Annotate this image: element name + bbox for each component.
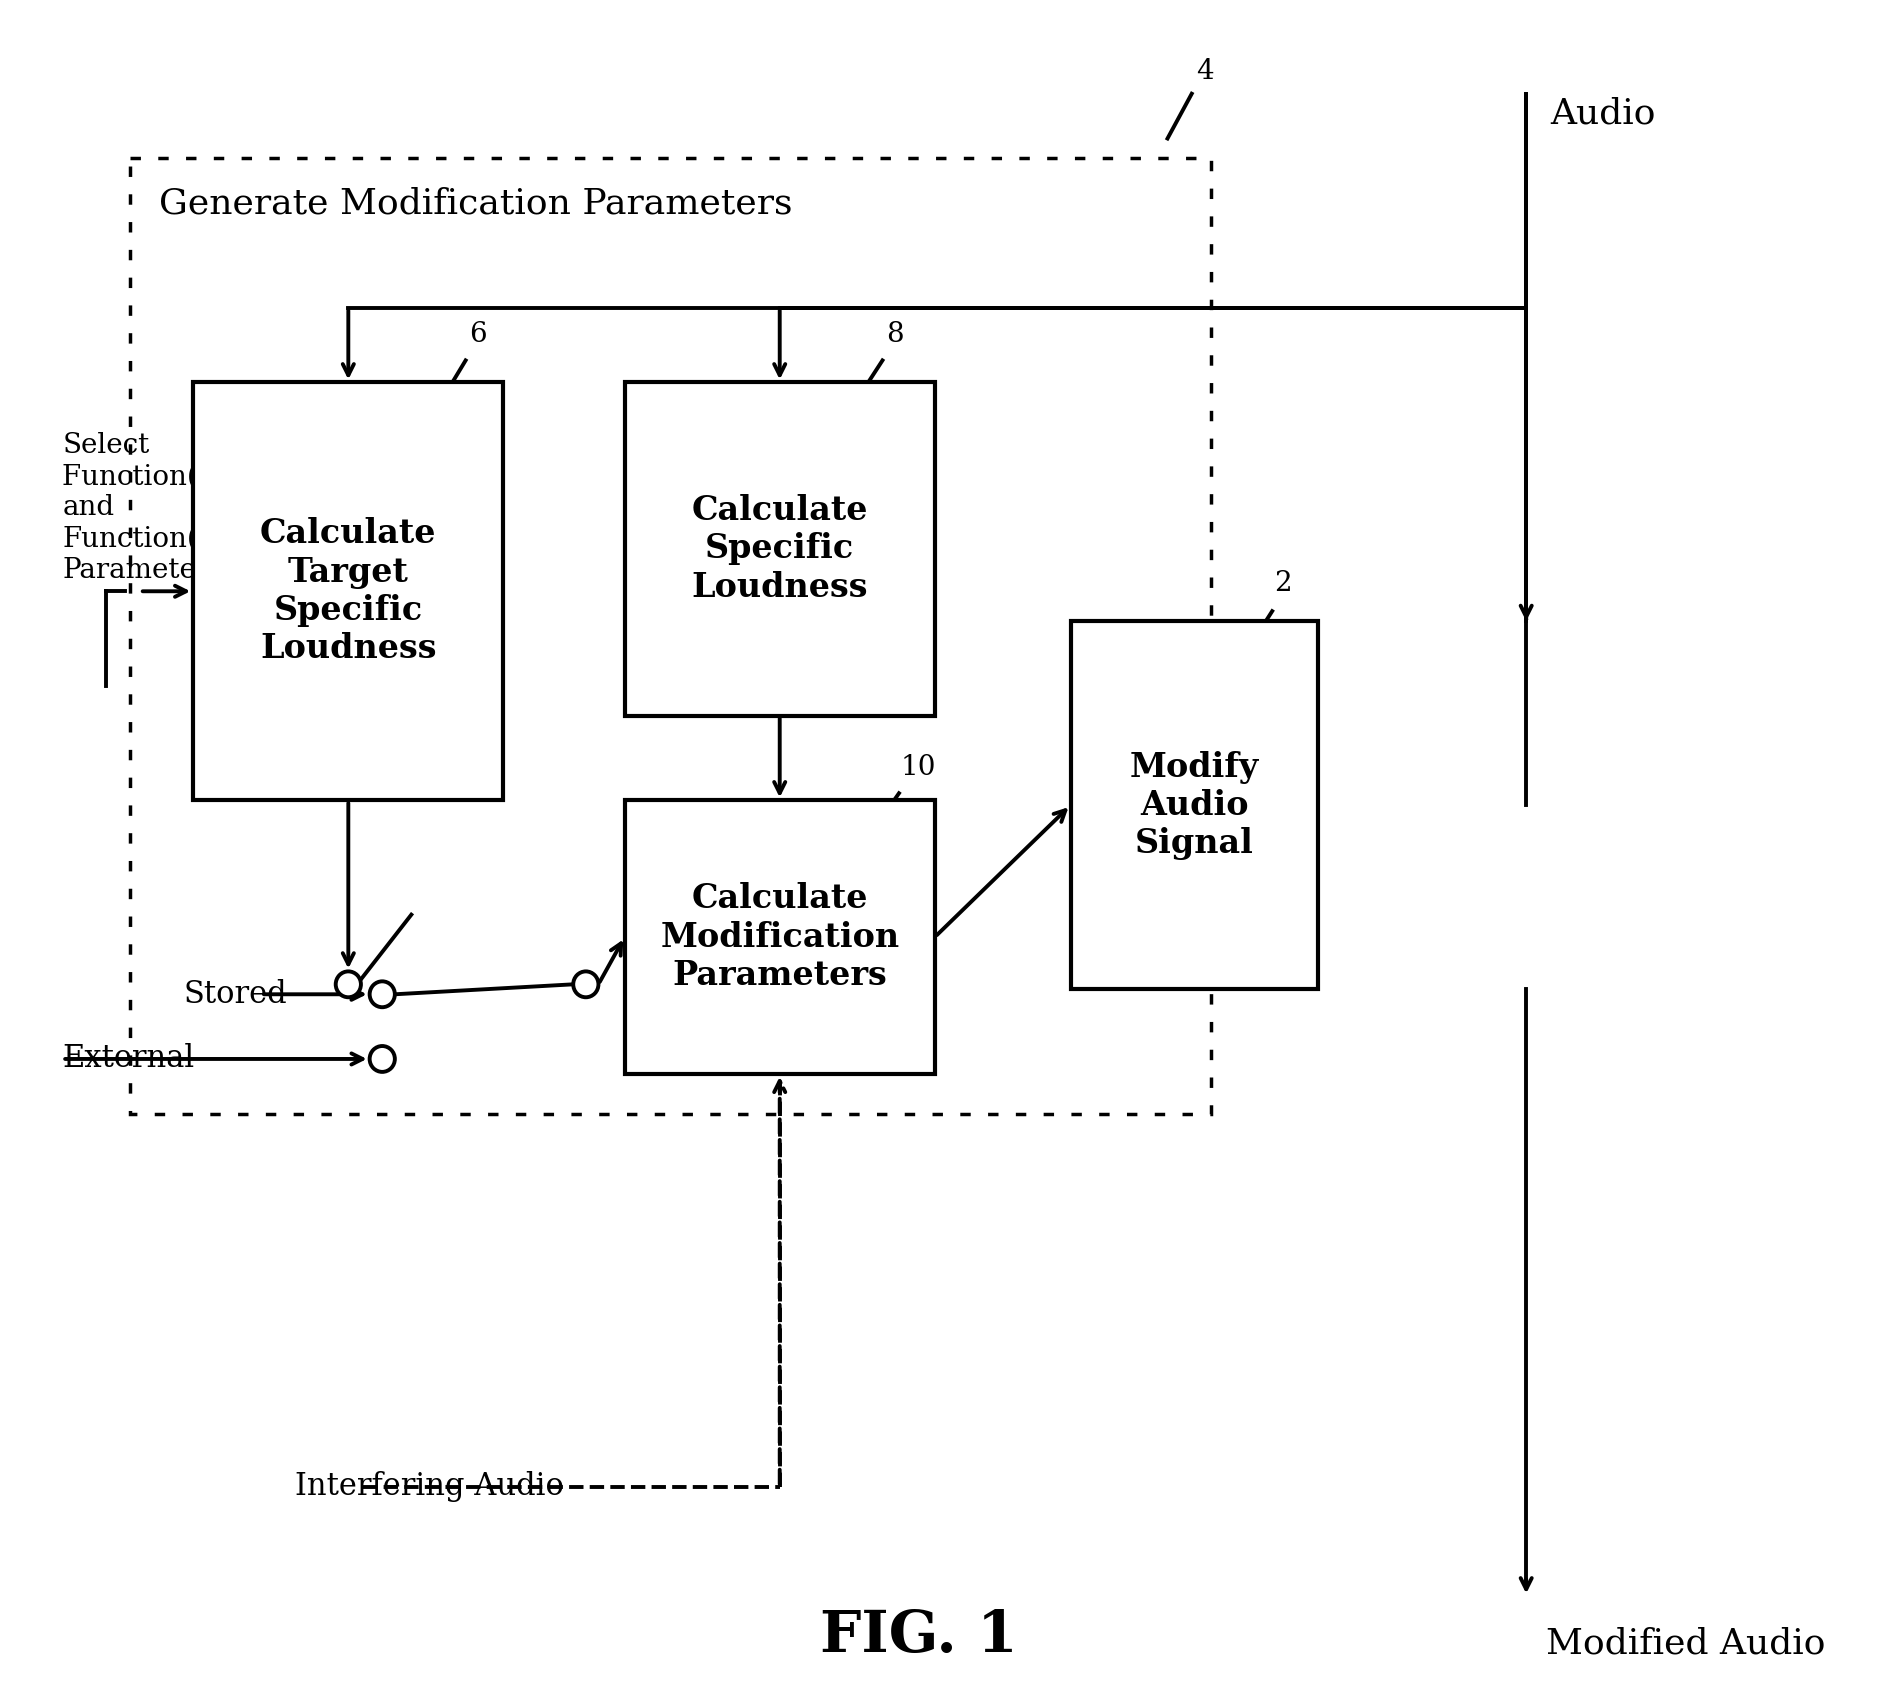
Text: Calculate
Target
Specific
Loudness: Calculate Target Specific Loudness <box>260 517 436 665</box>
Bar <box>1070 621 1317 989</box>
Text: 8: 8 <box>887 322 904 348</box>
Text: Select
Function(s) F
and
Function(s)
Parameter(s): Select Function(s) F and Function(s) Par… <box>62 432 251 583</box>
Text: Calculate
Modification
Parameters: Calculate Modification Parameters <box>660 882 900 992</box>
Circle shape <box>370 1046 394 1072</box>
Text: 10: 10 <box>900 755 936 782</box>
Circle shape <box>574 972 598 997</box>
Text: 4: 4 <box>1196 58 1213 85</box>
Text: Stored: Stored <box>183 979 287 1009</box>
Bar <box>130 158 1211 1114</box>
Text: 2: 2 <box>1274 570 1293 597</box>
Text: Calculate
Specific
Loudness: Calculate Specific Loudness <box>691 494 868 604</box>
Text: Generate Modification Parameters: Generate Modification Parameters <box>159 187 793 220</box>
Bar <box>625 801 934 1074</box>
Text: FIG. 1: FIG. 1 <box>821 1608 1017 1664</box>
Circle shape <box>336 972 360 997</box>
Text: 6: 6 <box>470 322 487 348</box>
Text: Modified Audio: Modified Audio <box>1545 1626 1825 1660</box>
Bar <box>625 382 934 716</box>
Text: Audio: Audio <box>1551 97 1657 131</box>
Text: Modify
Audio
Signal: Modify Audio Signal <box>1130 751 1259 860</box>
Text: External: External <box>62 1043 194 1075</box>
Text: Interfering Audio: Interfering Audio <box>294 1472 564 1503</box>
Circle shape <box>370 982 394 1007</box>
Bar <box>192 382 504 801</box>
